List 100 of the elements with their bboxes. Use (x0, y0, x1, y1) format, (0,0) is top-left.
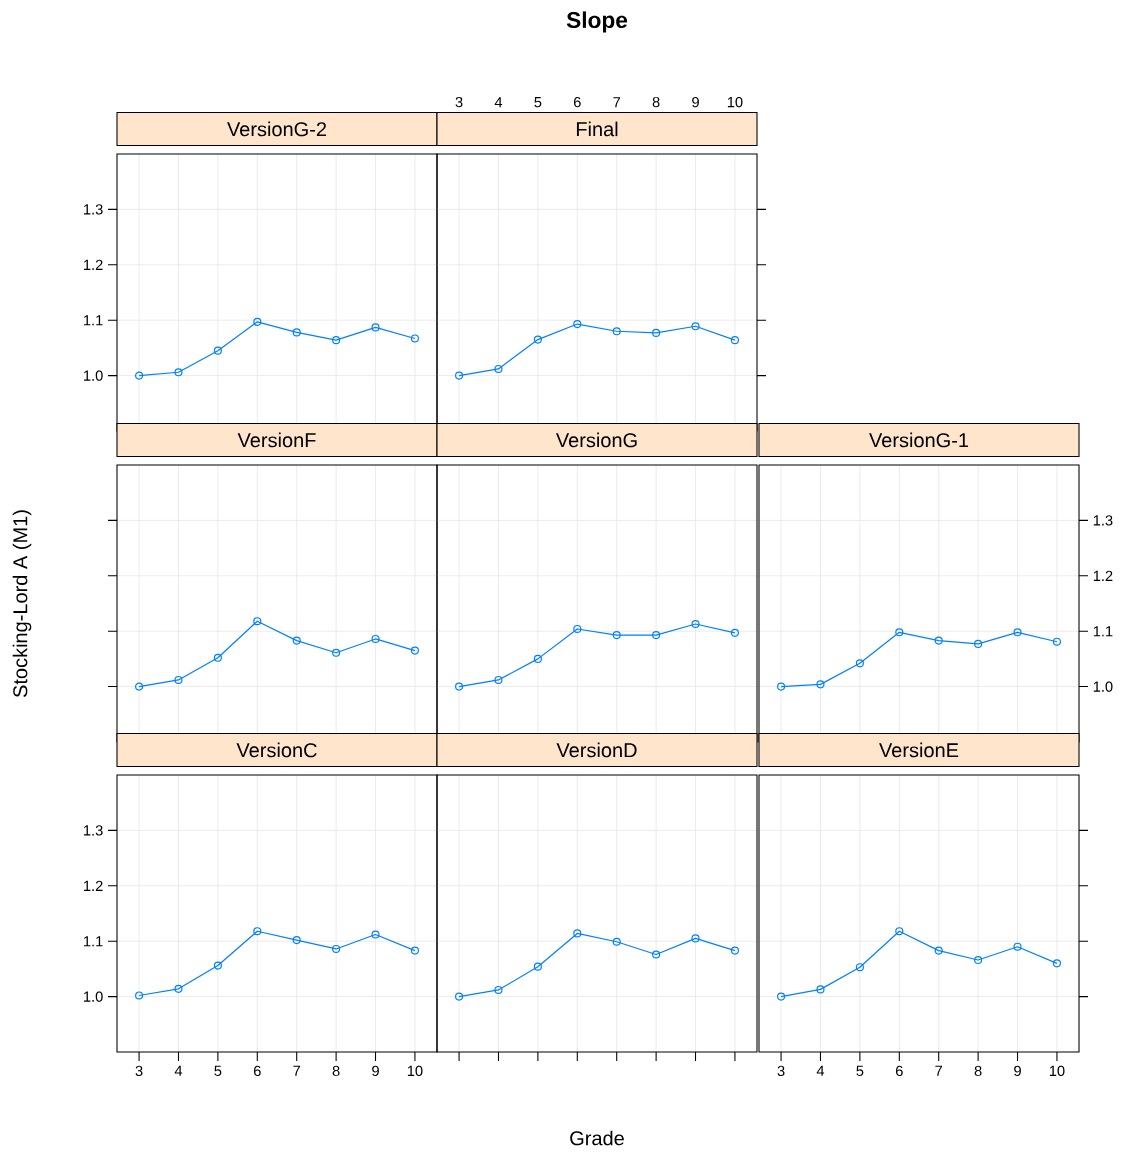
point (213, 346, 222, 355)
point (292, 936, 301, 945)
point (135, 371, 144, 380)
point (410, 646, 419, 655)
point (213, 961, 222, 970)
point (135, 991, 144, 1000)
chart-title: VersionC (236, 742, 317, 758)
point (895, 927, 904, 936)
point (371, 930, 380, 939)
point (494, 364, 503, 374)
point (612, 327, 621, 336)
point (332, 648, 341, 657)
x-tick-label: 7 (293, 1065, 301, 1076)
point (253, 617, 262, 626)
y-tick-label: 1.1 (84, 315, 103, 326)
point (455, 682, 464, 691)
point (332, 944, 341, 954)
point (1013, 628, 1022, 637)
point (691, 322, 700, 331)
point (174, 368, 183, 377)
y-axis-title: Stocking-Lord A (M1) (12, 510, 32, 698)
x-tick-label: 5 (214, 1065, 222, 1076)
point (174, 984, 183, 993)
y-tick-label: 1.0 (84, 991, 103, 1002)
x-tick-label: 7 (613, 97, 621, 108)
point (494, 675, 503, 685)
x-tick-label: 9 (1014, 1065, 1021, 1077)
point (410, 334, 419, 343)
x-tick-label: 7 (935, 1065, 943, 1076)
y-tick-label: 1.0 (84, 370, 103, 381)
x-axis-title: Grade (570, 1130, 624, 1146)
point (730, 336, 739, 345)
x-tick-label: 10 (407, 1065, 423, 1077)
point (612, 631, 621, 640)
x-tick-label: 6 (895, 1065, 903, 1077)
point (253, 317, 262, 326)
point (455, 992, 464, 1001)
y-tick-label: 1.3 (84, 825, 103, 836)
point (816, 985, 825, 994)
point (371, 634, 380, 644)
y-tick-label: 1.1 (84, 936, 103, 947)
point (533, 654, 542, 663)
point (494, 985, 503, 995)
point (855, 963, 864, 972)
x-tick-label: 8 (974, 1065, 982, 1077)
point (974, 955, 983, 965)
point (573, 320, 582, 329)
y-tick-label: 1.3 (84, 204, 103, 215)
x-tick-label: 8 (652, 96, 660, 108)
y-tick-label: 1.2 (1093, 570, 1113, 581)
point (974, 639, 983, 648)
point (1052, 959, 1062, 968)
x-tick-label: 9 (692, 96, 699, 108)
point (135, 682, 144, 691)
point (455, 371, 464, 380)
point (292, 328, 301, 337)
text: Slope (566, 11, 628, 33)
x-tick-label: 5 (534, 97, 542, 108)
point (934, 636, 943, 645)
point (691, 619, 700, 629)
point (934, 946, 943, 955)
x-tick-label: 5 (856, 1065, 864, 1076)
point (371, 323, 380, 332)
y-tick-label: 1.0 (1093, 681, 1113, 692)
point (573, 929, 582, 938)
chart-title: VersionF (237, 432, 316, 448)
chart-title: Final (576, 121, 618, 137)
point (1052, 637, 1062, 646)
point (777, 682, 786, 691)
point (533, 962, 542, 971)
y-tick-label: 1.2 (84, 880, 103, 891)
point (253, 927, 262, 936)
point (612, 937, 621, 946)
point (573, 624, 582, 634)
point (652, 950, 661, 959)
x-tick-label: 4 (494, 97, 503, 108)
point (730, 946, 739, 955)
y-tick-label: 1.3 (1093, 515, 1113, 526)
point (410, 946, 419, 955)
x-tick-label: 4 (816, 1065, 825, 1076)
point (533, 335, 542, 344)
point (1013, 942, 1022, 951)
point (855, 659, 864, 668)
x-tick-label: 9 (372, 1065, 379, 1077)
point (691, 934, 700, 943)
point (292, 636, 301, 645)
point (213, 653, 222, 662)
x-tick-label: 10 (727, 96, 743, 108)
x-tick-label: 4 (174, 1065, 183, 1076)
point (174, 675, 183, 685)
x-tick-label: 8 (332, 1065, 340, 1077)
x-tick-label: 6 (253, 1065, 261, 1077)
chart-title: VersionD (556, 742, 637, 758)
point (816, 680, 825, 689)
x-tick-label: 3 (135, 1065, 143, 1077)
point (332, 336, 341, 345)
point (652, 631, 661, 640)
x-tick-label: 3 (777, 1065, 785, 1077)
point (777, 992, 786, 1001)
point (730, 628, 739, 637)
